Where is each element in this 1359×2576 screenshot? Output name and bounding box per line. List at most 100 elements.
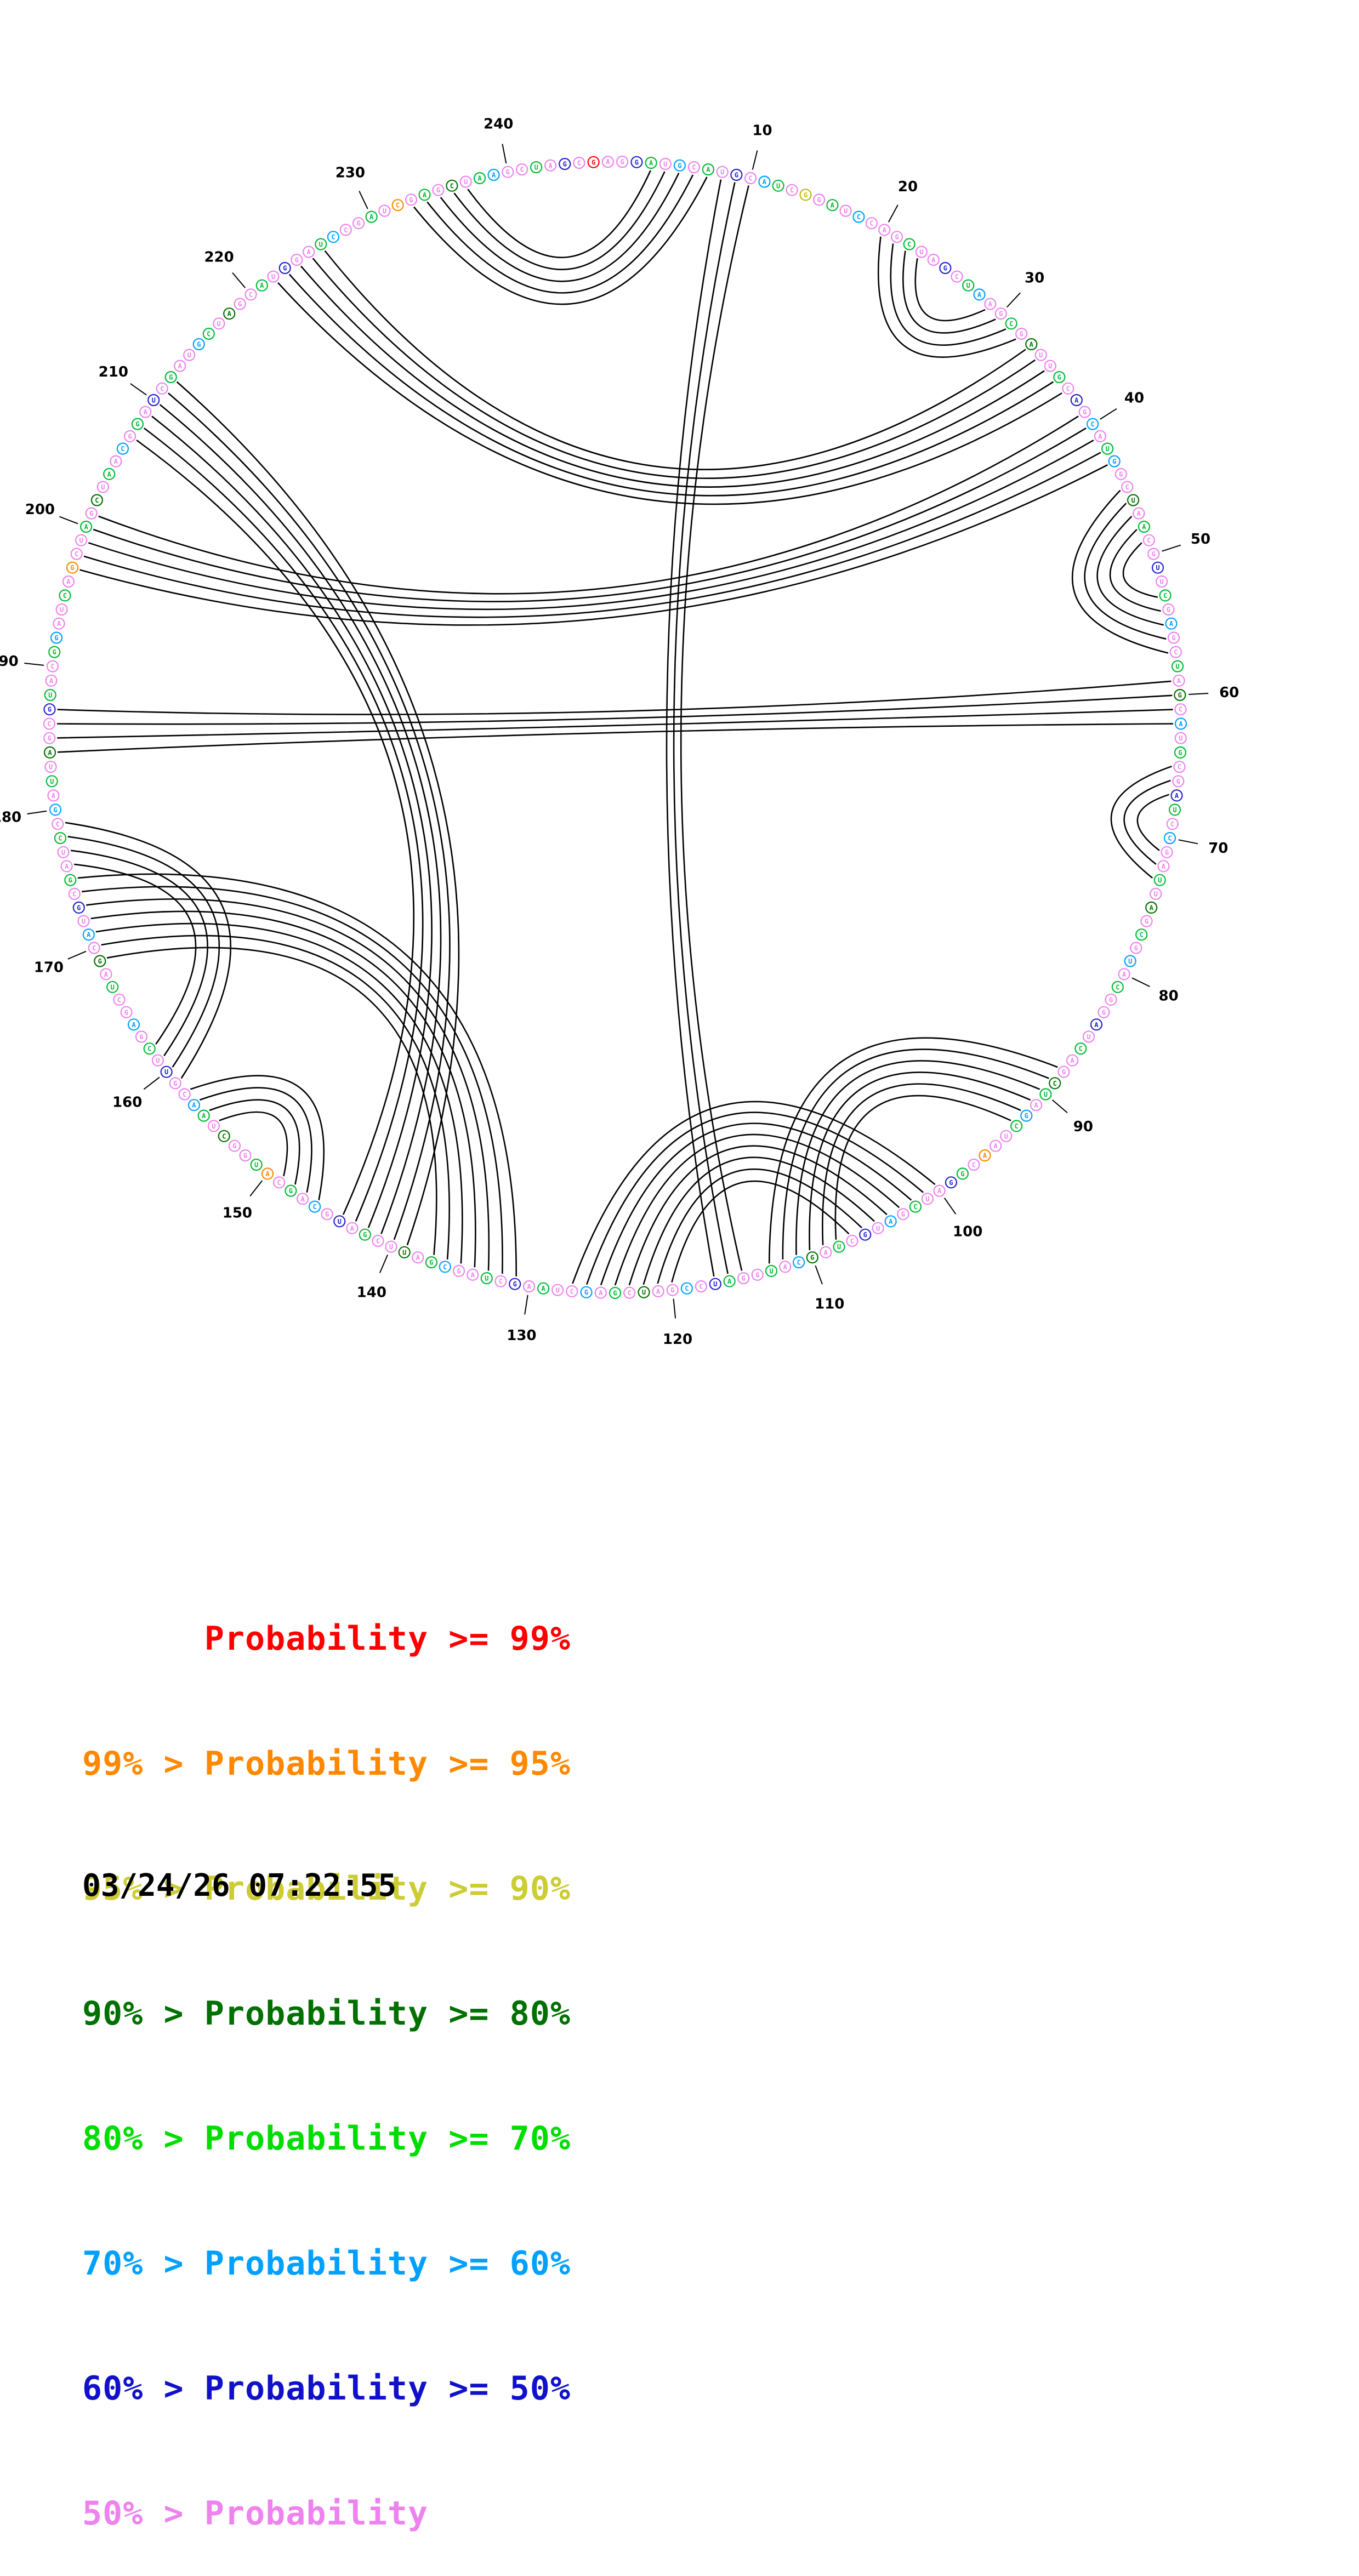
residue-letter: A [727, 1278, 732, 1285]
base-pair-arc [453, 171, 666, 270]
residue-letter: A [706, 166, 710, 174]
tick-line [67, 950, 87, 960]
residue-letter: U [217, 320, 221, 328]
residue-dot [169, 1077, 181, 1090]
residue-letter: U [1179, 734, 1182, 742]
residue-letter: G [53, 648, 56, 656]
residue-letter: U [1105, 445, 1109, 453]
base-pair-arc [219, 1111, 288, 1177]
residue-letter: C [277, 1179, 281, 1187]
base-pair-arc [190, 1075, 325, 1200]
tick-line [1006, 292, 1021, 308]
base-pair-arc [834, 1095, 1011, 1240]
residue-letter: C [1009, 320, 1013, 328]
residue-dot [623, 1286, 636, 1299]
base-pair-arc [427, 174, 694, 294]
residue-dot [1127, 494, 1140, 506]
residue-dot [956, 1167, 969, 1180]
residues-layer: G G A U G C A U G C AUCGGAUCCAGCUAGCUAAGCGAUUGCAGC… [43, 156, 1187, 1300]
residue-letter: A [763, 178, 767, 186]
residue-dot [359, 1228, 371, 1241]
residue-letter: C [1125, 483, 1129, 491]
base-pair-arc [600, 1122, 912, 1286]
residue-dot [1171, 660, 1184, 673]
residue-letter: C [147, 1045, 151, 1053]
residue-letter: G [69, 876, 72, 884]
base-pair-arc [877, 236, 1016, 358]
residue-dot [365, 210, 378, 223]
residue-letter: C [50, 663, 54, 670]
residue-dot [609, 1286, 622, 1300]
residue-letter: G [1057, 374, 1061, 381]
residue-dot [88, 942, 100, 954]
residue-letter: G [901, 1211, 905, 1218]
residue-letter: C [1168, 835, 1172, 842]
residue-letter: A [993, 1142, 998, 1150]
residue-letter: A [107, 470, 112, 478]
residue-letter: A [265, 1170, 270, 1178]
residue-dot [772, 179, 784, 192]
residue-letter: C [249, 291, 253, 299]
residue-letter: G [1178, 749, 1182, 756]
residue-dot [139, 406, 152, 418]
residue-letter: C [972, 1161, 976, 1169]
residue-letter: G [1134, 944, 1138, 952]
residue-dot [96, 481, 109, 493]
residue-dot [1173, 760, 1186, 773]
residue-letter: U [156, 1057, 160, 1064]
residue-dot [85, 507, 98, 520]
base-pair-arc [890, 243, 1007, 346]
residue-dot [77, 915, 90, 927]
residue-dot [587, 156, 600, 168]
residue-letter: C [1090, 420, 1094, 428]
tick-label: 190 [0, 653, 19, 670]
residue-dot [1138, 520, 1150, 533]
base-pair-arc [101, 934, 450, 1259]
residue-dot [46, 660, 59, 673]
residue-letter: G [1167, 606, 1170, 614]
tick-line [27, 810, 47, 814]
base-pair-arc [159, 404, 442, 1234]
residue-dot [120, 1006, 133, 1018]
residue-dot [82, 928, 95, 941]
residue-letter: G [356, 220, 360, 227]
residue-dot [60, 860, 73, 873]
tick-line [1131, 977, 1150, 987]
base-pair-arc [136, 440, 415, 1215]
residue-letter: A [1122, 971, 1127, 978]
residue-letter: C [63, 592, 67, 600]
residue-dot [321, 1208, 333, 1221]
residue-dot [412, 1251, 424, 1264]
residue-letter: A [1098, 432, 1102, 440]
residue-dot [1142, 534, 1155, 546]
base-pair-arc [768, 1037, 1058, 1264]
residue-letter: U [1128, 958, 1132, 965]
residue-letter: G [1112, 458, 1116, 465]
residue-dot [962, 279, 975, 292]
residue-dot [57, 846, 70, 858]
residue-dot [1005, 317, 1017, 330]
residue-dot [1098, 1006, 1110, 1018]
residue-dot [884, 1215, 897, 1228]
residue-dot [852, 210, 865, 223]
residue-dot [826, 199, 839, 212]
residue-dot [1174, 746, 1187, 759]
circle-plot: G G A U G C A U G C AUCGGAUCCAGCUAGCUAAGCGAUUGCAGC… [0, 116, 1239, 1348]
residue-letter: A [423, 191, 427, 199]
residue-letter: U [642, 1289, 646, 1296]
residue-letter: C [1170, 820, 1174, 828]
residue-letter: G [457, 1267, 460, 1275]
residue-dot [473, 172, 486, 185]
residue-dot [494, 1275, 507, 1287]
base-pair-arc [77, 873, 518, 1276]
legend-item-below50: 50% > Probability [82, 2494, 429, 2533]
residue-dot [273, 1176, 286, 1189]
residue-letter: U [79, 537, 83, 544]
tick-line [752, 150, 758, 170]
residue-dot [1159, 589, 1172, 602]
tick-label: 140 [357, 1284, 386, 1301]
base-pair-arc [74, 863, 197, 1045]
residue-dot [1163, 831, 1176, 845]
residue-letter: U [720, 168, 724, 176]
residue-dot [55, 603, 68, 616]
